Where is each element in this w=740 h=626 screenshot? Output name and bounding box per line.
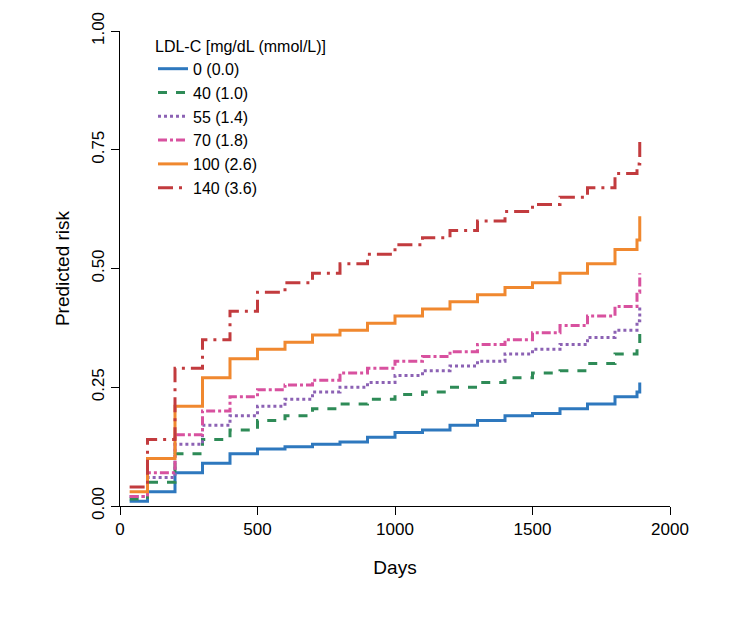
svg-text:Days: Days — [373, 557, 416, 578]
svg-text:55 (1.4): 55 (1.4) — [193, 109, 248, 126]
svg-text:0.75: 0.75 — [89, 131, 108, 164]
svg-text:0 (0.0): 0 (0.0) — [193, 61, 239, 78]
svg-text:1500: 1500 — [514, 520, 552, 539]
svg-text:LDL-C [mg/dL (mmol/L)]: LDL-C [mg/dL (mmol/L)] — [155, 38, 326, 55]
svg-text:1000: 1000 — [376, 520, 414, 539]
svg-text:0.00: 0.00 — [89, 487, 108, 520]
svg-text:40 (1.0): 40 (1.0) — [193, 85, 248, 102]
svg-text:0.50: 0.50 — [89, 249, 108, 282]
svg-text:2000: 2000 — [651, 520, 689, 539]
svg-text:140 (3.6): 140 (3.6) — [193, 180, 257, 197]
svg-text:1.00: 1.00 — [89, 12, 108, 45]
svg-text:100 (2.6): 100 (2.6) — [193, 156, 257, 173]
svg-text:500: 500 — [243, 520, 271, 539]
svg-text:Predicted risk: Predicted risk — [52, 210, 73, 326]
svg-text:0: 0 — [115, 520, 124, 539]
svg-text:0.25: 0.25 — [89, 368, 108, 401]
svg-text:70 (1.8): 70 (1.8) — [193, 132, 248, 149]
